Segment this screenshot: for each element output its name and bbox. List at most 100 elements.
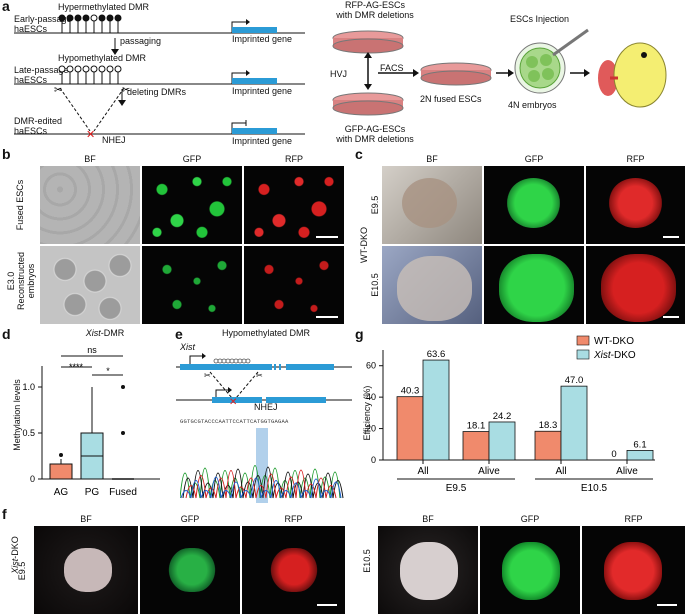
c-e95-rfp-image <box>586 166 685 244</box>
hvj-label: HVJ <box>330 69 348 79</box>
g-ytick-label: 0 <box>371 455 376 465</box>
cut-site-icon: ✕ <box>229 397 237 408</box>
scale-bar <box>663 316 679 318</box>
d-sig-4star: **** <box>69 362 84 372</box>
panel-label-g: g <box>355 326 364 342</box>
f-e105-rfp-image <box>582 526 685 614</box>
c-col-rfp: RFP <box>626 154 645 164</box>
c-e95-gfp-image <box>484 166 584 244</box>
scale-bar <box>317 604 337 606</box>
b-fused-gfp-image <box>142 166 242 244</box>
panel-label-f: f <box>2 506 7 522</box>
g-data-label: 63.6 <box>427 349 446 360</box>
dmr-edited-label: DMR-edited haESCs <box>14 116 63 136</box>
panel-label-b: b <box>2 146 11 162</box>
g-bar <box>396 396 424 461</box>
facs-label: FACS <box>380 63 404 73</box>
e-sequence-text: GGTGCGTACCCAATTCCATTCATGGTGAGAA <box>180 418 289 425</box>
d-boxplot: 0 0.5 1.0 ns **** * AG PG Fused <box>22 345 160 498</box>
d-xlabel-ag: AG <box>54 487 69 498</box>
f-e95-gfp-image <box>140 526 240 614</box>
workflow-diagram <box>332 28 667 116</box>
g-category-label: All <box>417 466 428 477</box>
e-title: Hypomethylated DMR <box>222 328 311 338</box>
panel-label-d: d <box>2 326 11 342</box>
f-e105-bf-image <box>378 526 478 614</box>
e-nhej-label: NHEJ <box>254 402 278 412</box>
svg-text:✂: ✂ <box>204 371 211 380</box>
c-row-e105: E10.5 <box>370 273 380 297</box>
fused-dish-icon <box>420 62 492 86</box>
g-category-label: All <box>555 466 566 477</box>
g-ytick-label: 20 <box>366 424 376 434</box>
svg-text:✂: ✂ <box>122 85 130 96</box>
b-col-gfp: GFP <box>182 154 202 164</box>
g-bar <box>462 431 490 461</box>
d-xlabel-pg: PG <box>85 487 100 498</box>
rfp-dish-icon <box>332 30 404 54</box>
f-right-col-gfp: GFP <box>520 514 540 524</box>
f-e105-gfp-image <box>480 526 580 614</box>
g-ytick-label: 60 <box>366 361 376 371</box>
legend-label-xist: Xist-DKO <box>593 350 636 361</box>
fused-escs-label: 2N fused ESCs <box>420 94 482 104</box>
b-embryo-rfp-image <box>244 246 344 324</box>
g-data-label: 0 <box>611 449 616 460</box>
f-left-col-gfp: GFP <box>180 514 200 524</box>
cut-site-icon: ✕ <box>86 129 95 141</box>
b-fused-bf-image <box>40 166 140 244</box>
f-stage-left: E9.5 <box>17 561 27 581</box>
g-bar <box>560 385 588 461</box>
gfp-cells-label: GFP-AG-ESCs with DMR deletions <box>336 124 414 144</box>
panel-label-c: c <box>355 146 363 162</box>
c-col-gfp: GFP <box>524 154 544 164</box>
b-col-bf: BF <box>84 154 96 164</box>
f-e95-rfp-image <box>242 526 345 614</box>
d-sig-1star: * <box>106 366 110 376</box>
g-data-label: 18.1 <box>467 421 486 432</box>
b-fused-rfp-image <box>244 166 344 244</box>
g-data-label: 40.3 <box>401 386 420 397</box>
g-bar <box>534 430 562 461</box>
f-e95-bf-image <box>34 526 138 614</box>
f-stage-right: E10.5 <box>362 549 372 573</box>
g-data-label: 18.3 <box>539 420 558 431</box>
g-category-label: Alive <box>478 466 500 477</box>
c-row-e95: E9.5 <box>370 195 380 215</box>
4n-embryos-label: 4N embryos <box>508 100 557 110</box>
imprinted-gene-boxes <box>231 19 277 134</box>
legend-swatch-wt <box>576 335 590 346</box>
c-e105-rfp-image <box>586 246 685 324</box>
b-embryo-bf-image <box>40 246 140 324</box>
g-bar-chart: 0 20 40 60 40.3 63.6 All 18.1 24.2 Alive 18.3 47.0… <box>366 335 655 494</box>
nhej-label: NHEJ <box>102 135 126 145</box>
d-ytick-1: 1.0 <box>22 382 35 392</box>
g-group-label: E9.5 <box>446 483 467 494</box>
b-row-fused: Fused ESCs <box>15 179 25 231</box>
g-category-label: Alive <box>616 466 638 477</box>
deleting-dmrs-label: deleting DMRs <box>127 87 187 97</box>
f-right-col-rfp: RFP <box>624 514 643 524</box>
b-row-embryos: E3.0 Reconstructed embryos <box>6 251 36 311</box>
scale-bar <box>657 604 677 606</box>
scale-bar <box>316 236 338 238</box>
hyper-dmr-label: Hypermethylated DMR <box>58 2 150 12</box>
f-left-col-bf: BF <box>80 514 92 524</box>
b-embryo-gfp-image <box>142 246 242 324</box>
d-ytick-05: 0.5 <box>22 428 35 438</box>
g-bar <box>626 450 654 461</box>
panel-label-a: a <box>2 0 10 14</box>
imprinted-gene-label-1: Imprinted gene <box>232 34 293 44</box>
c-e105-gfp-image <box>484 246 584 324</box>
g-data-label: 47.0 <box>565 375 584 386</box>
d-ytick-0: 0 <box>30 474 35 484</box>
scale-bar <box>316 316 338 318</box>
e-xist-schematic: ✂ ✂ ✕ <box>176 353 352 408</box>
unmethylated-cpg-sites <box>58 65 122 84</box>
late-passage-label: Late-passage haESCs <box>14 65 69 85</box>
hypo-dmr-label: Hypomethylated DMR <box>58 53 147 63</box>
dmr-schematic: ✂ ✂ ✕ <box>14 14 305 141</box>
g-data-label: 6.1 <box>633 439 646 450</box>
imprinted-gene-label-2: Imprinted gene <box>232 86 293 96</box>
f-right-col-bf: BF <box>422 514 434 524</box>
